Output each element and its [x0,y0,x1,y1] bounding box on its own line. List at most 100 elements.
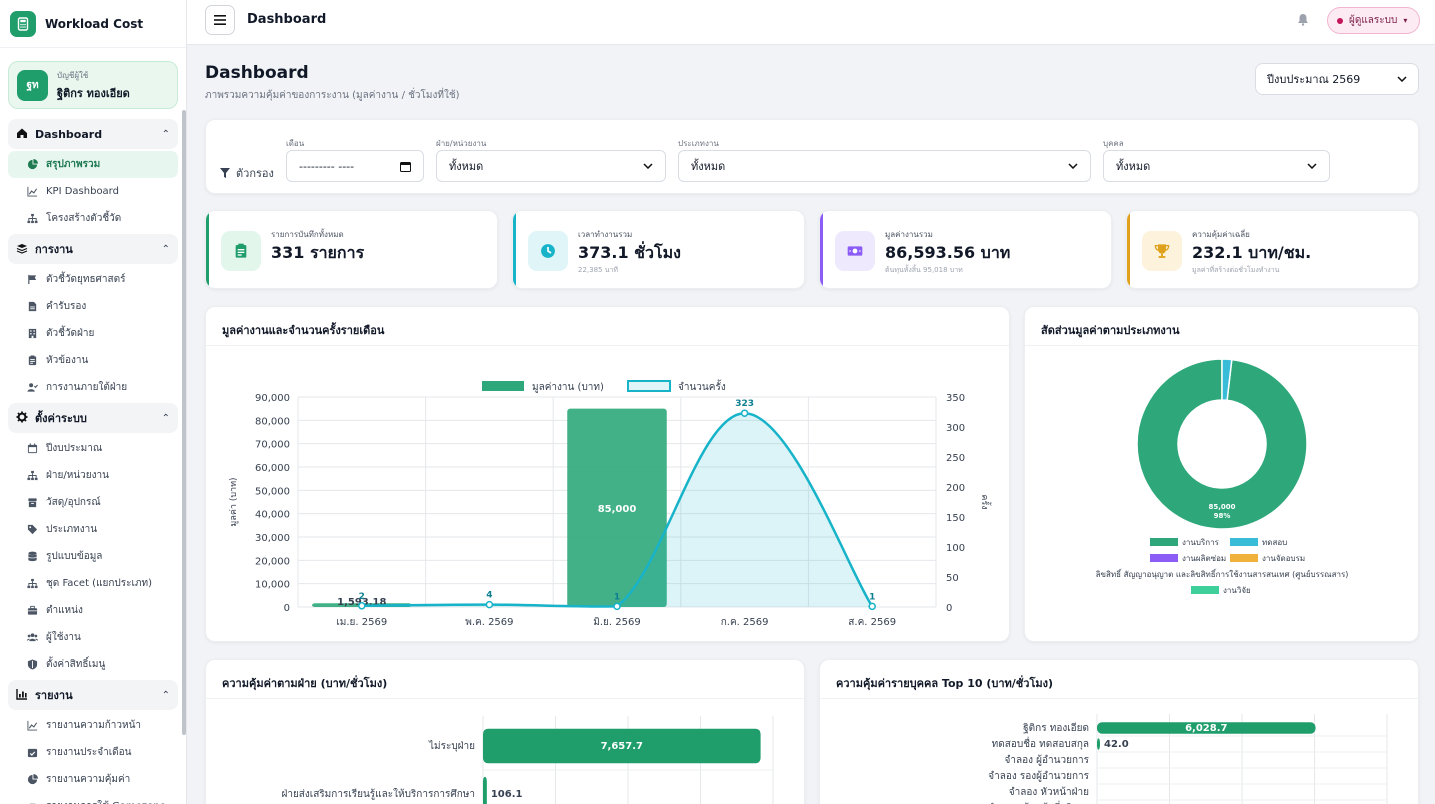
sidebar-section-header[interactable]: Dashboard ⌃ [8,119,178,149]
y2-tick-label: 150 [946,513,965,524]
sidebar-item[interactable]: วัสดุ/อุปกรณ์ [8,489,178,516]
sidebar-item[interactable]: ชุด Facet (แยกประเภท) [8,570,178,597]
sidebar-item[interactable]: ตัวชี้วัดฝ่าย [8,320,178,347]
pie-slice[interactable] [1136,358,1308,530]
line-point[interactable] [740,409,749,417]
bell-icon[interactable] [1297,13,1309,29]
bar[interactable] [1097,722,1316,734]
work-type-select[interactable]: ทั้งหมด [678,150,1091,182]
sidebar-section: ตั้งค่าระบบ ⌃ ปีงบประมาณ ฝ่าย/หน่วยงาน ว… [8,403,178,678]
sidebar-item[interactable]: สรุปภาพรวม [8,151,178,178]
fiscal-year-select[interactable]: ปีงบประมาณ 2569 [1255,63,1419,95]
sidebar-item[interactable]: รายงานความคุ้มค่า [8,766,178,793]
sidebar-scrollbar[interactable] [182,110,186,735]
chevron-up-icon: ⌃ [161,689,170,701]
sidebar-section-header[interactable]: ตั้งค่าระบบ ⌃ [8,403,178,433]
sitemap-icon [26,213,38,225]
sidebar-item[interactable]: การงานภายใต้ฝ่าย [8,374,178,401]
sidebar-item[interactable]: KPI Dashboard [8,178,178,205]
sidebar-item[interactable]: ฝ่าย/หน่วยงาน [8,462,178,489]
sidebar-item[interactable]: ตั้งค่าสิทธิ์เมนู [8,651,178,678]
x-tick-label: ก.ค. 2569 [721,617,769,628]
bar[interactable] [483,776,487,804]
bar-value-label: 42.0 [1104,739,1129,750]
y2-axis-label: ครั้ง [979,494,992,509]
legend-swatch[interactable] [482,381,524,391]
report-icon [16,688,28,703]
bar-value-label: 6,028.7 [1185,723,1227,734]
bar-value-label: 7,657.7 [601,741,643,752]
y-tick-label: 80,000 [255,416,290,427]
legend-swatch[interactable] [1230,538,1258,546]
menu-toggle-button[interactable] [205,5,235,35]
department-select[interactable]: ทั้งหมด [436,150,666,182]
monthly-chart-card: มูลค่างานและจำนวนครั้งรายเดือน 90,000 80,… [205,306,1010,642]
page-subtitle: ภาพรวมความคุ้มค่าของการะงาน (มูลค่างาน /… [205,90,460,101]
legend-label: งานผลิตซ่อม [1182,554,1226,563]
database-icon [26,551,38,563]
sidebar-item-label: รายงานความก้าวหน้า [46,720,142,731]
line-point[interactable] [485,600,494,609]
bar[interactable] [1097,738,1100,750]
sidebar-item[interactable]: ปีงบประมาณ [8,435,178,462]
legend-swatch[interactable] [1191,586,1219,594]
sidebar-item[interactable]: ประเภทงาน [8,516,178,543]
calculator-icon [10,10,36,37]
pie-slice[interactable] [1221,358,1233,402]
kpi-value: 86,593.56 บาท [885,243,1011,262]
sidebar-item[interactable]: รายงานการใช้ Gamezone [8,793,178,804]
money-icon [835,231,875,271]
sidebar-section-header[interactable]: รายงาน ⌃ [8,680,178,710]
slice-value-label: 85,000 [1208,503,1235,511]
calendar-icon[interactable] [400,161,411,172]
page-title: Dashboard [205,63,309,83]
brand[interactable]: Workload Cost [0,0,186,48]
sidebar-item-label: ตัวชี้วัดยุทธศาสตร์ [46,274,126,285]
legend-swatch[interactable] [627,380,671,392]
bar[interactable] [567,408,667,607]
sidebar-item-label: รายงานประจำเดือน [46,747,132,758]
month-input[interactable]: --------- ---- [286,150,424,182]
user-menu-button[interactable]: ผู้ดูแลระบบ ▾ [1327,7,1420,34]
line-point[interactable] [613,602,621,611]
legend-swatch[interactable] [1230,554,1258,562]
kpi-label: เวลาทำงานรวม [578,230,633,239]
sidebar-section: การงาน ⌃ ตัวชี้วัดยุทธศาสตร์ คำรับรอง ตั… [8,234,178,401]
person-select[interactable]: ทั้งหมด [1103,150,1330,182]
sidebar-item-label: ชุด Facet (แยกประเภท) [46,578,153,589]
bar[interactable] [483,728,761,764]
legend-swatch[interactable] [1150,554,1178,562]
shield-icon [26,659,38,671]
legend-swatch[interactable] [1150,538,1178,546]
top10-chart-title: ความคุ้มค่ารายบุคคล Top 10 (บาท/ชั่วโมง) [836,677,1054,690]
category-label: ฐิติกร ทองเอียด [1023,722,1089,734]
sidebar-item[interactable]: โครงสร้างตัวชี้วัด [8,205,178,232]
topbar: Dashboard ผู้ดูแลระบบ ▾ [187,0,1435,45]
sidebar-item[interactable]: หัวข้องาน [8,347,178,374]
user-card[interactable]: ฐท บัญชีผู้ใช้ ฐิติกร ทองเอียด [8,61,178,109]
sidebar-item[interactable]: ตำแหน่ง [8,597,178,624]
line-area [361,413,873,607]
kpi-card: รายการบันทึกทั้งหมด 331 รายการ [205,210,498,289]
sidebar-item[interactable]: ตัวชี้วัดยุทธศาสตร์ [8,266,178,293]
sidebar-item-label: ตำแหน่ง [46,605,83,616]
kpi-card: มูลค่างานรวม 86,593.56 บาท ต้นทุนทั้งสิ้… [819,210,1112,289]
doc-icon [26,301,38,313]
sidebar-item[interactable]: รายงานประจำเดือน [8,739,178,766]
share-chart-card: สัดส่วนมูลค่าตามประเภทงาน 85,000 98% งานบร… [1024,306,1419,642]
line-point[interactable] [868,602,876,611]
sidebar-item[interactable]: คำรับรอง [8,293,178,320]
category-label: จำลอง รองผู้อำนวยการ [988,770,1089,782]
category-label: จำลอง หัวหน้าฝ่าย [1009,786,1089,798]
line-point[interactable] [358,602,366,610]
legend-label: ทดสอบ [1262,538,1287,547]
sidebar-section-header[interactable]: การงาน ⌃ [8,234,178,264]
sidebar-item[interactable]: ผู้ใช้งาน [8,624,178,651]
sidebar-item[interactable]: รายงานความก้าวหน้า [8,712,178,739]
monthly-chart-title: มูลค่างานและจำนวนครั้งรายเดือน [222,324,385,337]
sidebar-item-label: ประเภทงาน [46,524,98,535]
person-value: ทั้งหมด [1116,160,1151,173]
sidebar-item[interactable]: รูปแบบข้อมูล [8,543,178,570]
legend-label: ลิขสิทธิ์ สัญญาอนุญาต และลิขสิทธิ์การใช้… [1096,568,1349,580]
